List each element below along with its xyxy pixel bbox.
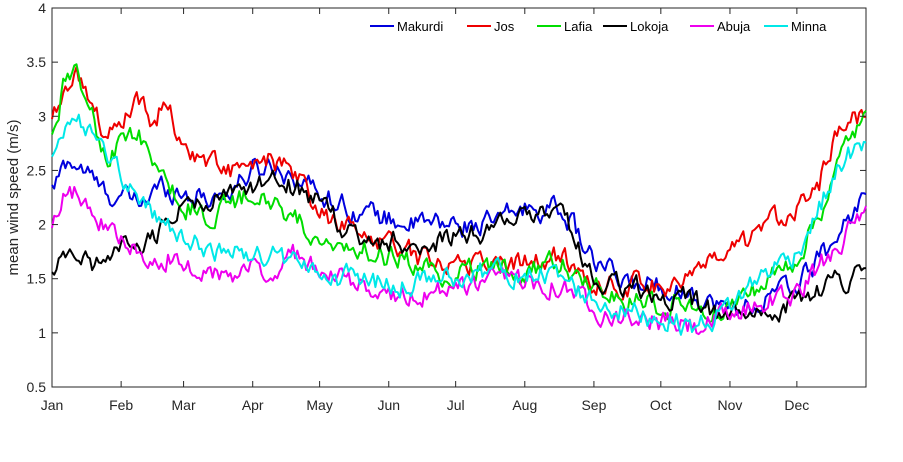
y-tick-label: 2 bbox=[38, 217, 46, 233]
x-tick-label: Mar bbox=[172, 397, 196, 413]
x-tick-label: Sep bbox=[581, 397, 606, 413]
y-tick-label: 3 bbox=[38, 108, 46, 124]
series-line-lokoja bbox=[51, 169, 867, 323]
ticks-layer: 0.5 1 1.5 2 2.5 3 3.5 4 Jan Feb Mar Apr May Jun Jul Aug… bbox=[27, 0, 867, 413]
y-tick-label: 1.5 bbox=[27, 271, 47, 287]
x-tick-label: Jul bbox=[447, 397, 465, 413]
plot-area: 0.5 1 1.5 2 2.5 3 3.5 4 Jan Feb Mar Apr May Jun Jul Aug… bbox=[27, 0, 867, 413]
series-line-minna bbox=[51, 113, 867, 336]
legend-entry: Lokoja bbox=[630, 19, 669, 34]
legend-entry: Makurdi bbox=[397, 19, 443, 34]
y-tick-label: 4 bbox=[38, 0, 46, 16]
x-tick-label: Dec bbox=[784, 397, 809, 413]
legend: Makurdi Jos Lafia Lokoja Abuja Minna bbox=[370, 19, 827, 34]
x-tick-label: Nov bbox=[718, 397, 743, 413]
y-axis-label: mean wind speed (m/s) bbox=[5, 120, 22, 276]
y-tick-label: 3.5 bbox=[27, 54, 47, 70]
x-tick-label: Aug bbox=[512, 397, 537, 413]
legend-entry: Abuja bbox=[717, 19, 751, 34]
x-tick-label: Oct bbox=[650, 397, 672, 413]
y-tick-label: 1 bbox=[38, 325, 46, 341]
x-tick-label: Apr bbox=[242, 397, 264, 413]
series-line-jos bbox=[51, 65, 867, 301]
y-tick-label: 0.5 bbox=[27, 379, 47, 395]
x-tick-label: Jan bbox=[41, 397, 64, 413]
x-tick-label: May bbox=[306, 397, 332, 413]
legend-entry: Jos bbox=[494, 19, 515, 34]
y-tick-label: 2.5 bbox=[27, 162, 47, 178]
series-layer bbox=[51, 63, 867, 336]
legend-entry: Minna bbox=[791, 19, 827, 34]
x-tick-label: Feb bbox=[109, 397, 133, 413]
legend-entry: Lafia bbox=[564, 19, 593, 34]
x-tick-label: Jun bbox=[377, 397, 400, 413]
